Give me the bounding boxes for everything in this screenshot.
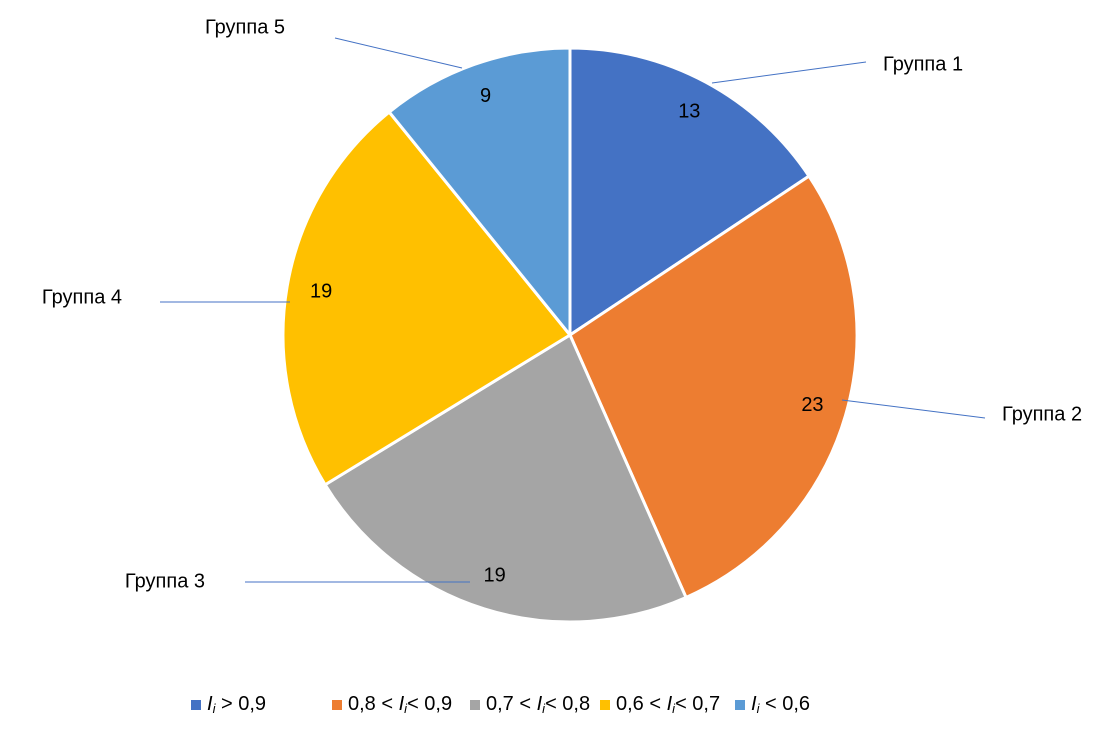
legend-swatch bbox=[191, 700, 201, 710]
leader-line bbox=[711, 61, 867, 84]
pie-slice bbox=[568, 174, 859, 600]
legend-variable: I bbox=[537, 693, 543, 715]
legend-text: 0,8 < bbox=[348, 693, 399, 715]
category-label: Группа 1 bbox=[883, 53, 963, 75]
data-label: 19 bbox=[310, 280, 332, 302]
data-label: 23 bbox=[801, 394, 823, 416]
category-label: Группа 3 bbox=[125, 570, 205, 592]
legend-variable: I bbox=[207, 693, 213, 715]
legend-text: 0,7 < bbox=[486, 693, 537, 715]
category-label: Группа 5 bbox=[205, 16, 285, 38]
legend-label: Ii < 0,6 bbox=[751, 693, 810, 716]
legend-swatch bbox=[470, 700, 480, 710]
legend-text: 0,6 < bbox=[616, 693, 667, 715]
legend-subscript: i bbox=[213, 701, 217, 716]
legend-label: 0,6 < Ii< 0,7 bbox=[616, 693, 720, 716]
legend-variable: I bbox=[667, 693, 673, 715]
pie-slice bbox=[281, 109, 573, 487]
category-label: Группа 2 bbox=[1002, 403, 1082, 425]
category-label: Группа 4 bbox=[42, 286, 122, 308]
legend-text: < 0,6 bbox=[759, 693, 810, 715]
legend-text: < 0,7 bbox=[675, 693, 720, 715]
legend-subscript: i bbox=[672, 701, 676, 716]
legend-text: > 0,9 bbox=[215, 693, 266, 715]
pie-slice bbox=[387, 46, 572, 340]
legend-label: 0,7 < Ii< 0,8 bbox=[486, 693, 590, 716]
data-label: 13 bbox=[678, 101, 700, 123]
legend-label: Ii > 0,9 bbox=[207, 693, 266, 716]
legend-text: < 0,9 bbox=[407, 693, 452, 715]
legend-subscript: i bbox=[757, 701, 761, 716]
legend-swatch bbox=[735, 700, 745, 710]
legend-swatch bbox=[600, 700, 610, 710]
legend-variable: I bbox=[751, 693, 757, 715]
leader-line bbox=[334, 37, 463, 69]
legend-variable: I bbox=[399, 693, 405, 715]
legend-text: < 0,8 bbox=[545, 693, 590, 715]
legend-swatch bbox=[332, 700, 342, 710]
pie-slice bbox=[323, 332, 689, 624]
legend-label: 0,8 < Ii< 0,9 bbox=[348, 693, 452, 716]
leader-line bbox=[841, 399, 986, 419]
data-label: 9 bbox=[480, 85, 491, 107]
legend-subscript: i bbox=[404, 701, 408, 716]
pie-slice bbox=[568, 46, 812, 338]
legend-subscript: i bbox=[542, 701, 546, 716]
data-label: 19 bbox=[484, 564, 506, 586]
